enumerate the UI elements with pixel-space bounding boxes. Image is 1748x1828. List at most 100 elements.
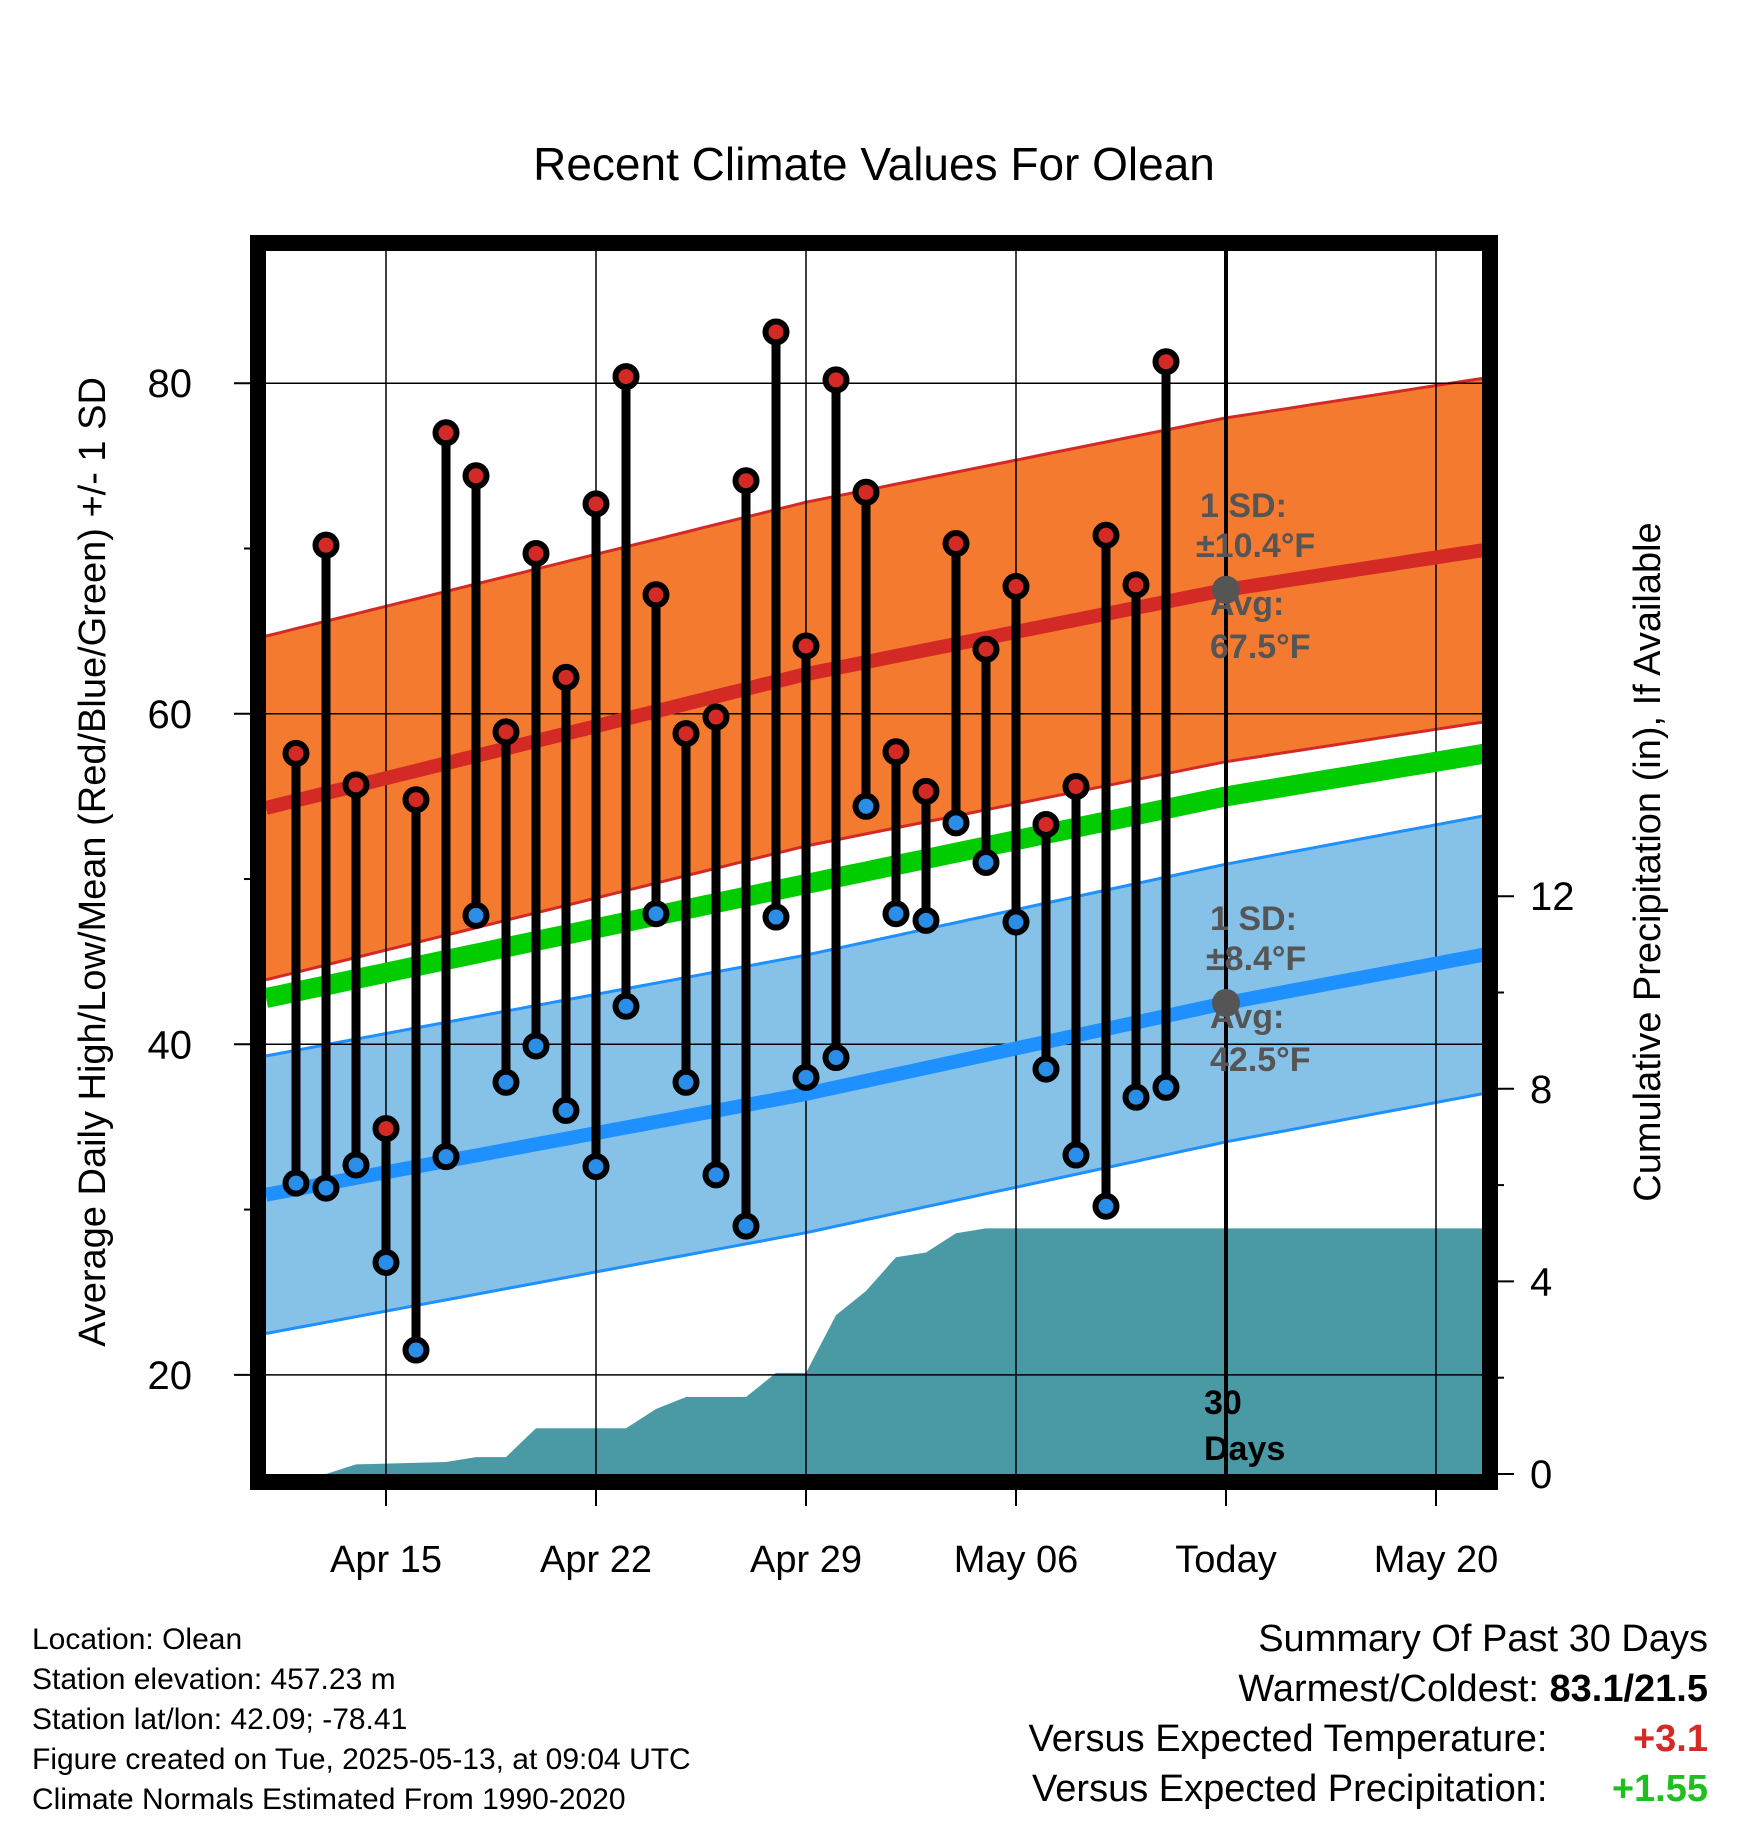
x-tick-label: Apr 29	[750, 1539, 862, 1581]
station-elevation: Station elevation: 457.23 m	[32, 1663, 396, 1696]
observed-low-point	[732, 1212, 760, 1240]
observed-low-point	[522, 1032, 550, 1060]
y-right-tick-label: 12	[1530, 875, 1575, 919]
plot-content	[266, 251, 1482, 1474]
period-label-number: 30	[1204, 1384, 1242, 1422]
observed-low-point	[1032, 1055, 1060, 1083]
precip-label: Versus Expected Precipitation:	[1032, 1768, 1548, 1810]
observed-low-point	[1122, 1083, 1150, 1111]
observed-high-point	[312, 531, 340, 559]
summary-precip: Versus Expected Precipitation: +1.55	[1029, 1764, 1708, 1814]
high-avg-label: Avg:	[1210, 585, 1284, 623]
observed-high-point	[882, 738, 910, 766]
observed-high-point	[552, 663, 580, 691]
observed-high-point	[852, 478, 880, 506]
observed-low-point	[612, 992, 640, 1020]
observed-low-point	[972, 849, 1000, 876]
plot-frame	[250, 235, 1498, 1490]
observed-high-point	[1122, 571, 1150, 599]
observed-high-point	[402, 786, 430, 814]
observed-low-point	[642, 900, 670, 928]
summary-title: Summary Of Past 30 Days	[1258, 1618, 1708, 1660]
high-sd-value: ±10.4°F	[1196, 527, 1315, 565]
x-axis-label: Day	[840, 1595, 908, 1600]
temp-value: +3.1	[1632, 1718, 1708, 1760]
precip-value: +1.55	[1611, 1768, 1708, 1810]
observed-high-point	[942, 530, 970, 558]
observed-high-point	[1152, 348, 1180, 376]
low-avg-label: Avg:	[1210, 998, 1284, 1036]
y-right-axis-label: Cumulative Precipitation (in), If Availa…	[1627, 522, 1669, 1201]
observed-low-point	[672, 1068, 700, 1096]
today-high-avg-marker	[1212, 575, 1240, 604]
y-left-tick-label: 60	[148, 693, 193, 737]
observed-high-point	[672, 720, 700, 748]
station-info: Location: Olean Station elevation: 457.2…	[32, 1620, 691, 1820]
observed-low-point	[1152, 1073, 1180, 1101]
observed-high-point	[342, 771, 370, 799]
y-left-axis-label: Average Daily High/Low/Mean (Red/Blue/Gr…	[72, 377, 114, 1347]
observed-high-point	[1092, 521, 1120, 549]
observed-high-point	[642, 581, 670, 609]
low-sd-label: 1 SD:	[1210, 900, 1297, 938]
observed-high-point	[732, 467, 760, 495]
observed-high-point	[432, 419, 460, 447]
observed-high-point	[492, 718, 520, 746]
low-normal-line	[266, 947, 1482, 1202]
warm-cold-label: Warmest/Coldest:	[1238, 1668, 1539, 1710]
observed-high-point	[912, 777, 940, 805]
observed-high-point	[612, 363, 640, 391]
observed-high-point	[762, 318, 790, 346]
observed-low-point	[312, 1174, 340, 1202]
observed-high-point	[282, 739, 310, 767]
observed-low-point	[402, 1336, 430, 1364]
x-tick-label: May 20	[1374, 1539, 1499, 1581]
observed-low-point	[1062, 1141, 1090, 1169]
period-label-unit: Days	[1204, 1430, 1285, 1468]
normals-period: Climate Normals Estimated From 1990-2020	[32, 1783, 626, 1816]
chart-title: Recent Climate Values For Olean	[533, 138, 1215, 190]
observed-high-point	[792, 632, 820, 660]
observed-high-point	[702, 703, 730, 731]
low-sd-upper-edge	[266, 814, 1482, 1058]
x-tick-label: Apr 15	[330, 1539, 442, 1581]
observed-high-point	[972, 635, 1000, 663]
warm-cold-value: 83.1/21.5	[1549, 1668, 1708, 1710]
summary-panel: Summary Of Past 30 Days Warmest/Coldest:…	[1029, 1614, 1708, 1814]
observed-low-point	[1002, 908, 1030, 936]
observed-low-point	[372, 1248, 400, 1276]
y-left-tick-label: 80	[148, 362, 193, 406]
x-tick-label: Today	[1175, 1539, 1276, 1581]
precip-area	[266, 1228, 1482, 1474]
observed-low-point	[942, 809, 970, 837]
observed-low-point	[342, 1151, 370, 1179]
low-avg-value: 42.5°F	[1210, 1041, 1311, 1079]
x-tick-label: Apr 22	[540, 1539, 652, 1581]
x-tick-label: May 06	[954, 1539, 1079, 1581]
figure-created: Figure created on Tue, 2025-05-13, at 09…	[32, 1743, 691, 1776]
y-left-tick-label: 40	[148, 1023, 193, 1067]
low-sd-lower-edge	[266, 1092, 1482, 1335]
summary-temp: Versus Expected Temperature: +3.1	[1029, 1714, 1708, 1764]
station-location: Location: Olean	[32, 1623, 243, 1656]
observed-low-point	[912, 906, 940, 934]
high-sd-label: 1 SD:	[1200, 487, 1287, 525]
observed-low-point	[582, 1153, 610, 1181]
observed-low-point	[792, 1063, 820, 1091]
y-right-tick-label: 0	[1530, 1453, 1552, 1497]
observed-high-point	[522, 539, 550, 567]
y-right-tick-label: 8	[1530, 1068, 1552, 1112]
station-latlon: Station lat/lon: 42.09; -78.41	[32, 1703, 408, 1736]
observed-low-point	[432, 1143, 460, 1171]
observed-low-point	[852, 792, 880, 820]
observed-high-point	[1062, 772, 1090, 800]
observed-high-point	[372, 1115, 400, 1143]
y-left-tick-label: 20	[148, 1354, 193, 1398]
observed-high-point	[822, 366, 850, 394]
temp-label: Versus Expected Temperature:	[1028, 1718, 1548, 1760]
observed-low-point	[702, 1161, 730, 1189]
observed-low-point	[822, 1044, 850, 1072]
today-low-avg-marker	[1212, 988, 1240, 1017]
